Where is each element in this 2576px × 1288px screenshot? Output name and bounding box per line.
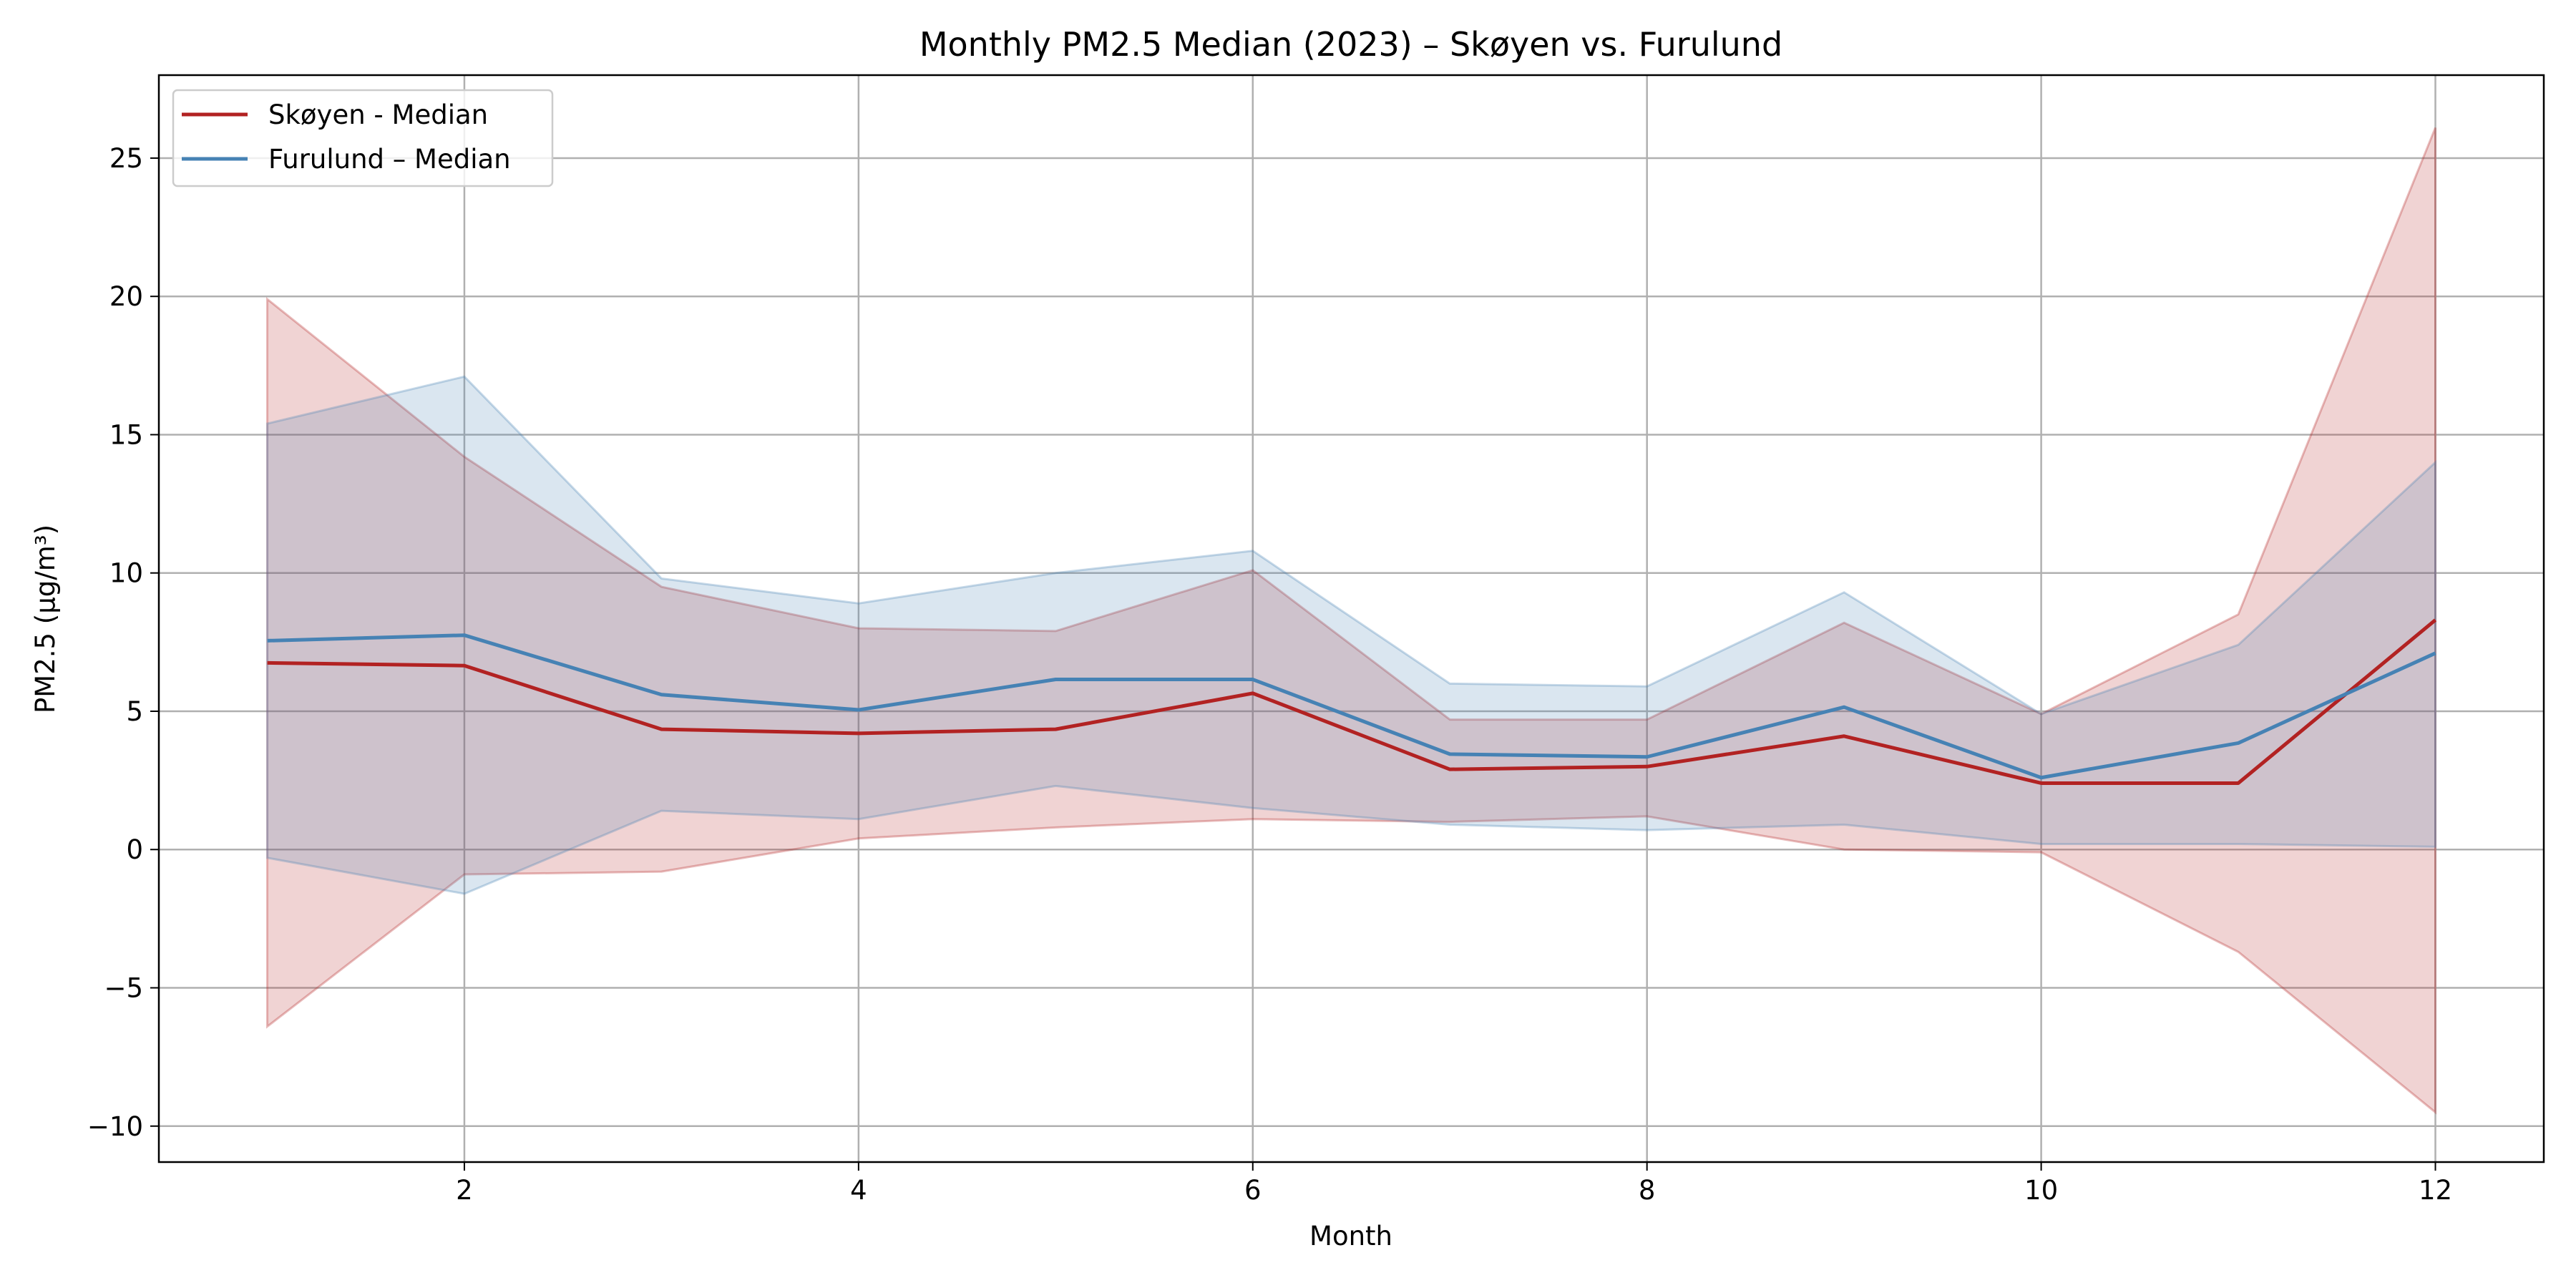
band-furulund [266,375,2436,895]
y-tick-label: 25 [109,143,143,174]
x-tick-label: 10 [2024,1175,2058,1206]
legend-label-furulund: Furulund – Median [268,144,511,175]
median-lines [267,618,2437,785]
plot-frame [157,74,2545,1163]
legend: Skøyen - Median Furulund – Median [172,89,554,187]
band-skoyen [266,127,2436,1115]
x-tick-label: 6 [1244,1175,1262,1206]
legend-label-skoyen: Skøyen - Median [268,99,488,130]
x-tick-label: 4 [850,1175,867,1206]
y-tick-label: −5 [104,972,143,1003]
x-axis-label: Month [1309,1221,1392,1252]
median-line-furulund [267,633,2436,780]
y-tick-label: 5 [126,696,143,727]
confidence-bands [266,127,2436,1115]
chart-title: Monthly PM2.5 Median (2023) – Skøyen vs.… [919,25,1782,64]
x-tick-label: 12 [2419,1175,2452,1206]
legend-box [172,89,554,187]
x-tick-label: 8 [1639,1175,1656,1206]
y-axis-label: PM2.5 (µg/m³) [30,525,61,713]
x-tick-label: 2 [456,1175,473,1206]
median-line-skoyen [267,618,2437,785]
grid-lines [159,75,2544,1162]
y-tick-label: 15 [109,419,143,450]
y-tick-label: 20 [109,281,143,312]
y-tick-label: 10 [109,558,143,589]
axis-ticks: 2 4 6 8 10 12 −10 −5 0 5 10 15 20 25 [87,143,2452,1206]
y-tick-label: 0 [126,834,143,865]
y-tick-label: −10 [87,1111,143,1142]
